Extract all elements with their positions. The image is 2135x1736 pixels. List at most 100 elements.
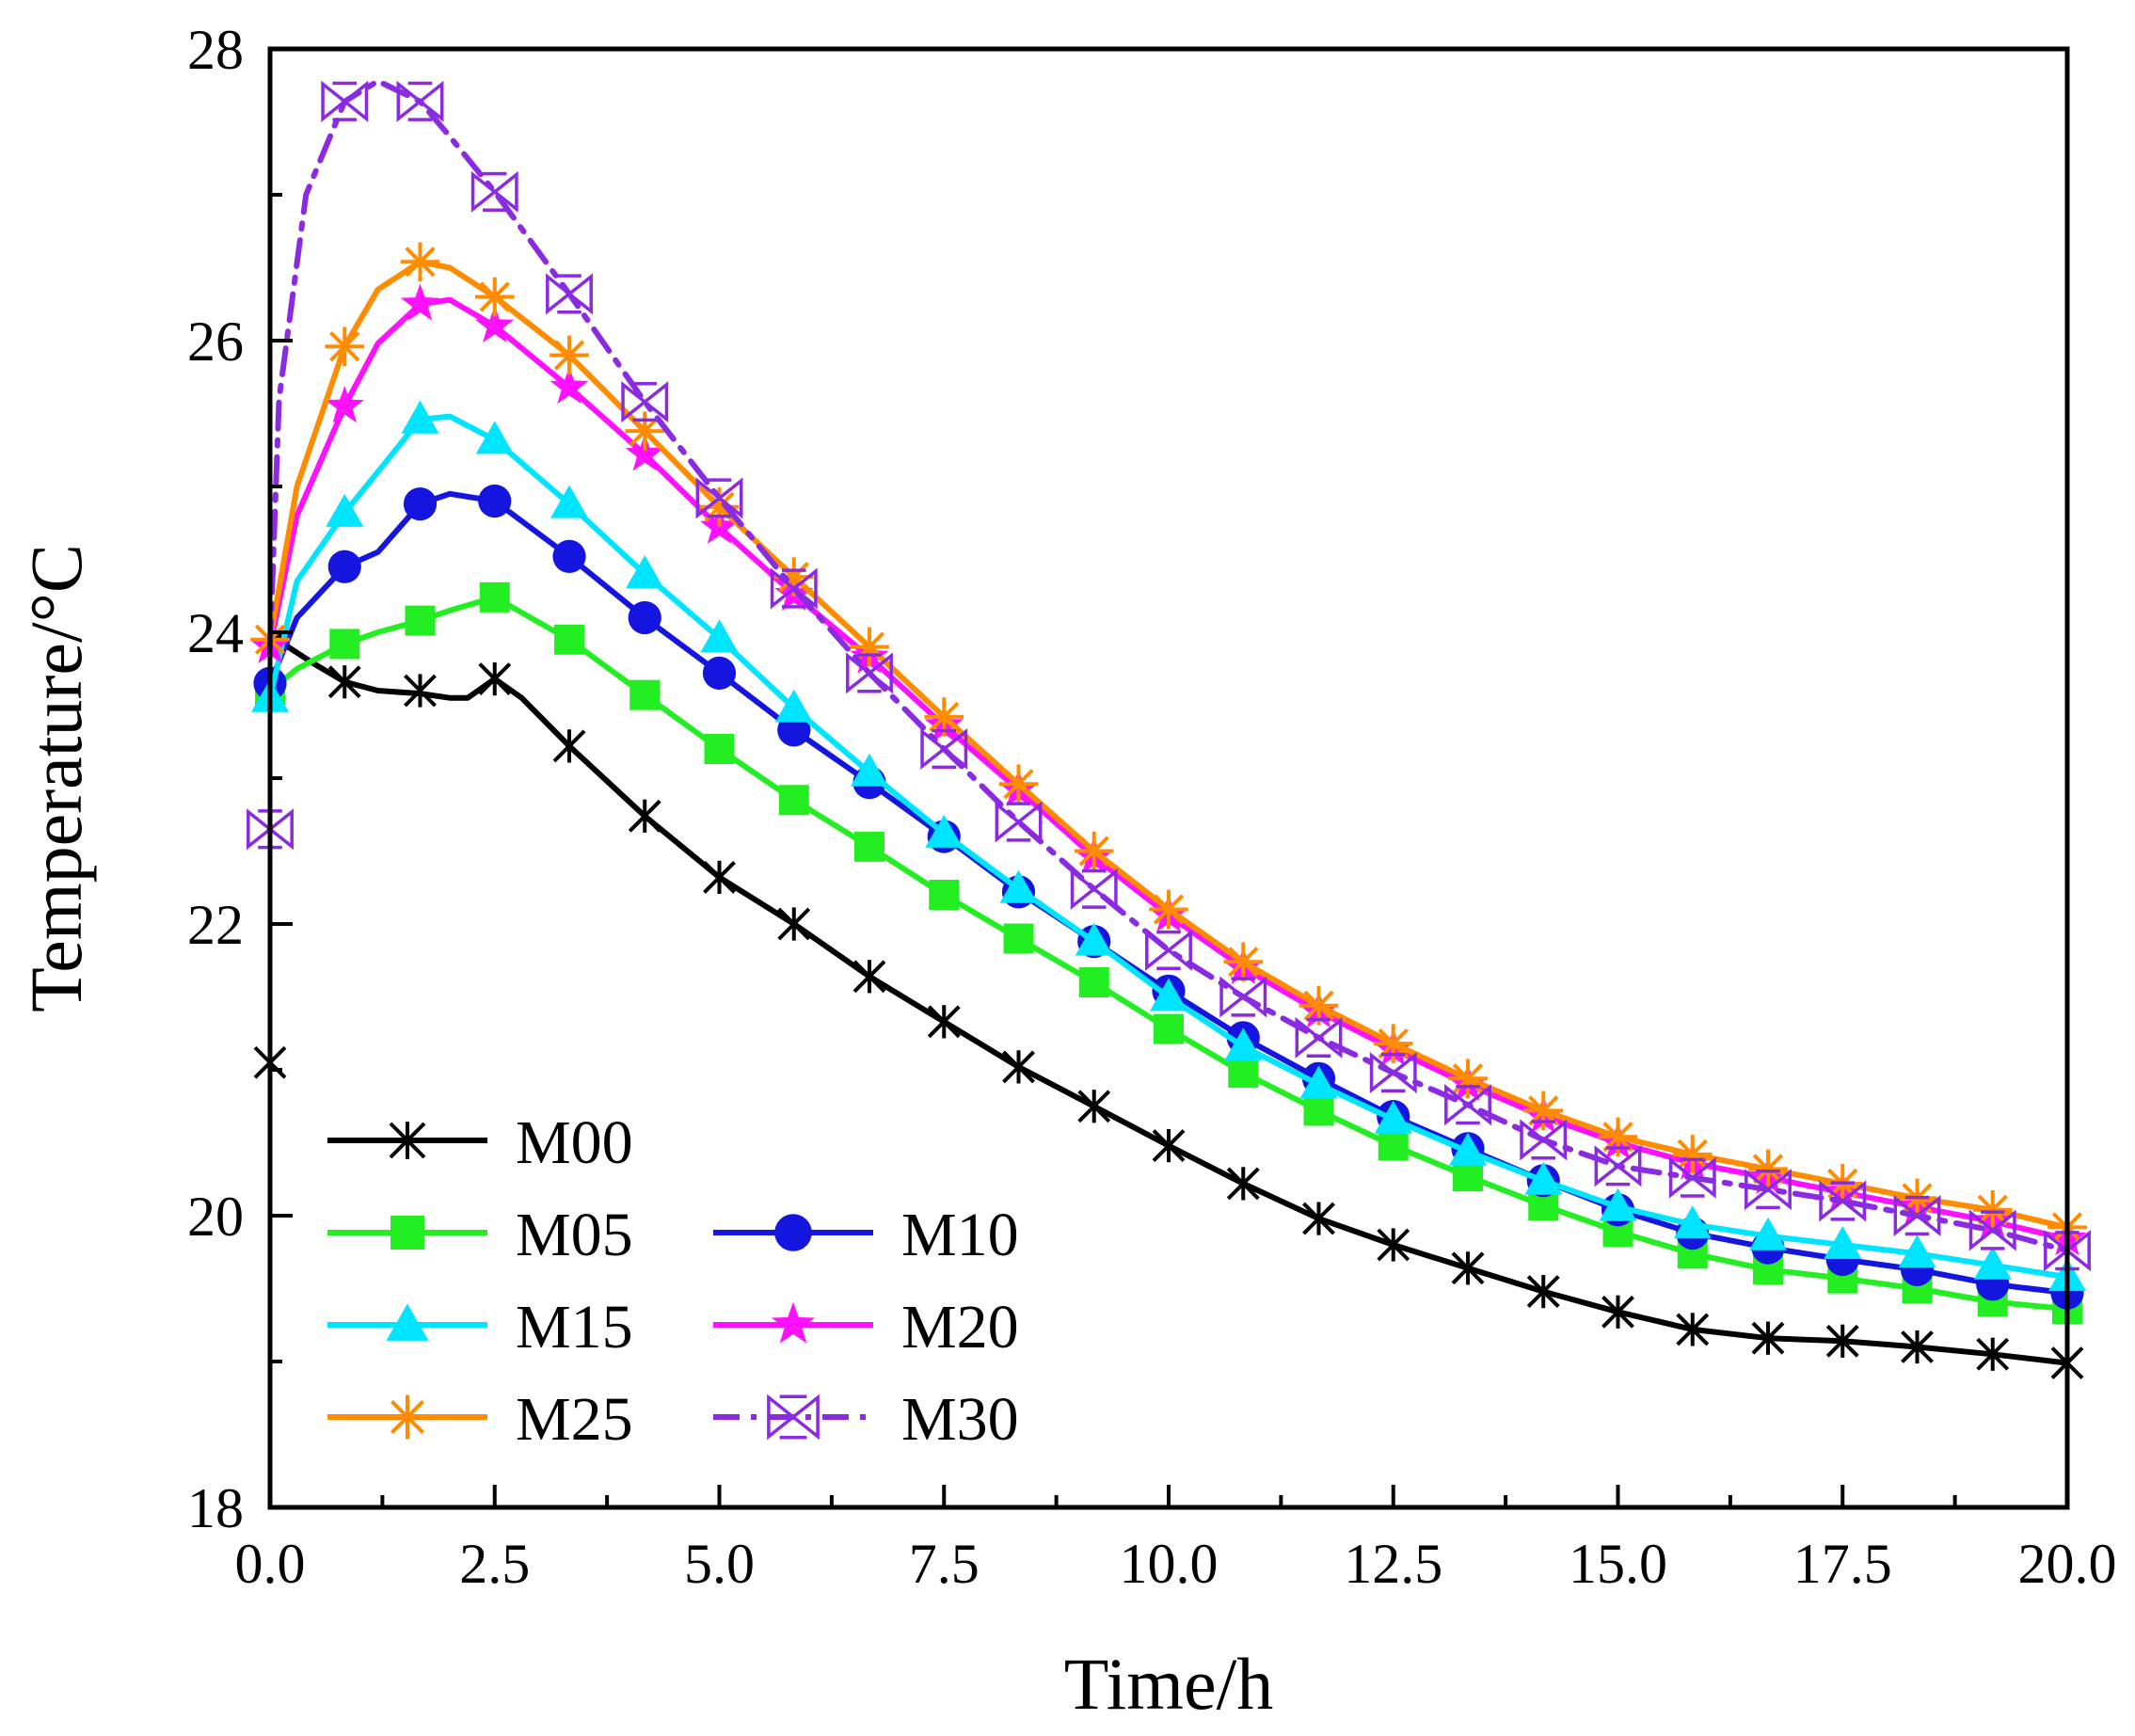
marker-stroke bbox=[329, 331, 360, 362]
data-point-star-cross bbox=[1302, 1202, 1335, 1235]
data-point-star-cross bbox=[703, 860, 736, 894]
marker-stroke bbox=[778, 561, 809, 593]
marker-stroke bbox=[1444, 1084, 1491, 1126]
data-point-star-cross bbox=[927, 1005, 961, 1039]
data-point-star-cross bbox=[1751, 1321, 1785, 1355]
series-line-m20 bbox=[267, 296, 2070, 1242]
data-point-star bbox=[400, 283, 439, 321]
y-axis-title: Temperature/°C bbox=[15, 544, 97, 1012]
data-point-circle bbox=[702, 656, 737, 691]
data-point-triangle bbox=[1374, 1100, 1412, 1134]
data-point-box-x bbox=[695, 477, 743, 519]
data-point-star-cross bbox=[1077, 1090, 1111, 1123]
data-point-star bbox=[325, 386, 364, 423]
data-point-asterisk bbox=[1373, 1024, 1413, 1063]
marker-stroke bbox=[2044, 1230, 2091, 1272]
marker-stroke bbox=[621, 381, 669, 423]
data-point-triangle bbox=[1150, 978, 1187, 1011]
data-point-circle bbox=[478, 484, 512, 518]
plot-frame bbox=[267, 46, 2070, 1510]
data-point-asterisk bbox=[625, 411, 665, 451]
data-point-triangle bbox=[386, 1303, 429, 1341]
data-point-triangle bbox=[774, 689, 813, 723]
marker-stroke bbox=[929, 701, 960, 733]
marker-stroke bbox=[390, 1400, 424, 1434]
data-point-box-x bbox=[767, 1394, 820, 1441]
x-tick-label: 17.5 bbox=[1793, 1533, 1892, 1595]
data-point-triangle bbox=[550, 485, 589, 518]
data-point-triangle bbox=[1824, 1226, 1862, 1259]
data-point-triangle bbox=[925, 814, 964, 848]
series-m05 bbox=[255, 581, 2082, 1325]
data-point-triangle bbox=[1524, 1161, 1563, 1195]
data-point-star-cross bbox=[1451, 1251, 1485, 1285]
x-tick-label: 7.5 bbox=[909, 1533, 980, 1595]
marker-stroke bbox=[1745, 1169, 1792, 1211]
data-point-box-x bbox=[1520, 1119, 1568, 1161]
data-point-asterisk bbox=[1748, 1149, 1788, 1189]
x-tick-label: 2.5 bbox=[459, 1533, 530, 1595]
data-point-square bbox=[1378, 1130, 1409, 1161]
data-point-box-x bbox=[1968, 1209, 2016, 1251]
data-point-asterisk bbox=[325, 326, 365, 366]
data-point-star-cross bbox=[478, 662, 512, 696]
data-point-box-x bbox=[1444, 1084, 1491, 1126]
marker-stroke bbox=[770, 567, 818, 610]
marker-stroke bbox=[1968, 1209, 2016, 1251]
data-point-star-cross bbox=[1377, 1228, 1410, 1262]
marker-stroke bbox=[1977, 1194, 2008, 1225]
data-point-star-cross bbox=[628, 799, 661, 833]
y-tick-label: 26 bbox=[187, 311, 244, 373]
legend: M00 M05 M10 M15 M20 M25 M30 bbox=[327, 1108, 1019, 1454]
series-line-m25 bbox=[267, 259, 2070, 1231]
y-tick-label: 20 bbox=[187, 1186, 244, 1248]
marker-stroke bbox=[767, 1394, 820, 1441]
marker-stroke bbox=[1520, 1119, 1568, 1161]
y-tick-label: 22 bbox=[187, 894, 244, 956]
data-point-star bbox=[771, 1301, 816, 1344]
data-point-box-x bbox=[1295, 1016, 1343, 1059]
data-point-square bbox=[1453, 1161, 1484, 1192]
data-point-star bbox=[475, 305, 515, 342]
data-point-box-x bbox=[321, 80, 369, 122]
marker-stroke bbox=[470, 170, 518, 213]
data-point-box-x bbox=[470, 170, 518, 213]
marker-stroke bbox=[546, 273, 593, 315]
data-point-box-x bbox=[920, 727, 968, 771]
data-point-triangle bbox=[1898, 1234, 1936, 1268]
data-point-star-cross bbox=[777, 907, 811, 941]
x-tick-label: 15.0 bbox=[1569, 1533, 1667, 1595]
data-point-star-cross bbox=[1676, 1313, 1710, 1346]
data-point-square bbox=[390, 1216, 424, 1250]
data-point-triangle bbox=[475, 421, 514, 454]
marker-stroke bbox=[920, 727, 968, 771]
marker-stroke bbox=[1752, 1154, 1784, 1185]
x-tick-label: 0.0 bbox=[235, 1533, 306, 1595]
data-point-square bbox=[929, 880, 960, 910]
data-point-asterisk bbox=[1672, 1135, 1713, 1174]
data-point-square bbox=[704, 734, 735, 764]
data-point-star-cross bbox=[327, 665, 361, 699]
data-point-triangle bbox=[326, 493, 364, 527]
data-point-box-x bbox=[1145, 929, 1192, 971]
data-point-circle bbox=[774, 1214, 812, 1251]
marker-stroke bbox=[396, 80, 444, 122]
y-tick-label: 24 bbox=[187, 602, 244, 664]
x-axis-title: Time/h bbox=[1064, 1643, 1274, 1725]
legend-label: M00 bbox=[516, 1108, 633, 1177]
data-point-asterisk bbox=[474, 277, 515, 317]
data-point-box-x bbox=[1594, 1145, 1642, 1187]
data-point-star-cross bbox=[1226, 1167, 1260, 1201]
marker-stroke bbox=[1228, 947, 1259, 978]
data-point-box-x bbox=[1819, 1180, 1867, 1222]
marker-stroke bbox=[1219, 976, 1267, 1018]
data-point-star-cross bbox=[1825, 1324, 1859, 1358]
data-point-circle bbox=[327, 549, 361, 583]
marker-stroke bbox=[1602, 1122, 1633, 1153]
data-point-star bbox=[625, 434, 664, 471]
data-point-box-x bbox=[1369, 1052, 1417, 1094]
data-point-box-x bbox=[1893, 1194, 1941, 1237]
series-m15 bbox=[251, 400, 2086, 1292]
series-line-m15 bbox=[267, 413, 2070, 1281]
